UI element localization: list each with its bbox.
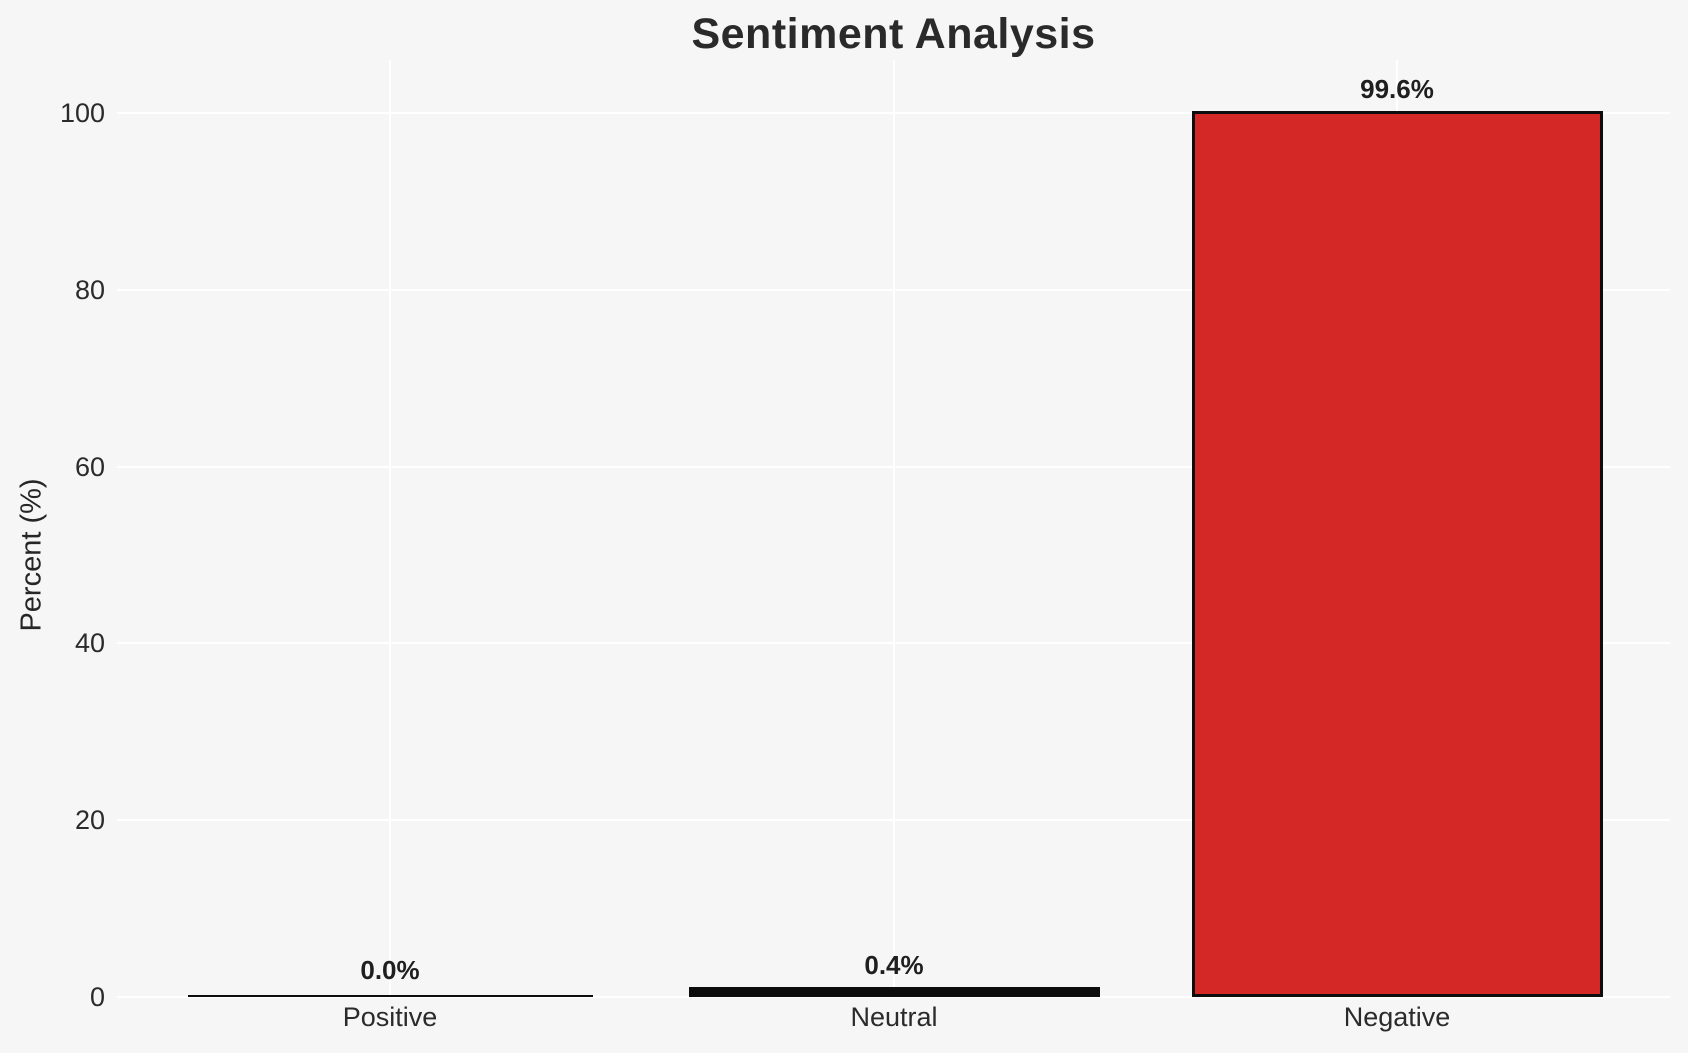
ytick-label-20: 20 xyxy=(74,805,105,836)
plot-area xyxy=(117,60,1670,998)
gridline-y-0 xyxy=(117,996,1670,998)
bar-value-label-negative: 99.6% xyxy=(1360,73,1434,104)
bar-value-label-neutral: 0.4% xyxy=(864,950,924,981)
xtick-label-neutral: Neutral xyxy=(850,1002,938,1032)
ytick-label-0: 0 xyxy=(89,982,105,1012)
gridline-x-neutral xyxy=(893,60,895,997)
ytick-label-80: 80 xyxy=(74,274,105,305)
bar-value-label-positive: 0.0% xyxy=(360,955,420,985)
xtick-label-positive: Positive xyxy=(342,1002,438,1032)
ytick-label-40: 40 xyxy=(74,628,105,659)
chart-title: Sentiment Analysis xyxy=(691,10,1096,58)
ytick-label-60: 60 xyxy=(74,451,105,482)
bar-positive xyxy=(187,995,593,997)
y-axis-label: Percent (%) xyxy=(15,478,48,632)
bar-neutral xyxy=(688,987,1100,997)
xtick-label-negative: Negative xyxy=(1343,1002,1451,1032)
ytick-label-100: 100 xyxy=(59,98,105,128)
bar-negative xyxy=(1191,110,1603,997)
gridline-x-positive xyxy=(389,60,391,997)
